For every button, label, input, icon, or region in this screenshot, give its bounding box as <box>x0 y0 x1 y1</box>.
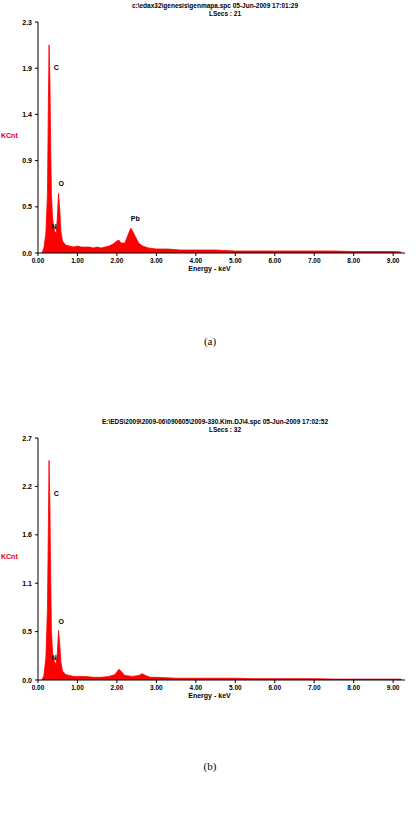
y-tick-label: 0.0 <box>22 677 32 684</box>
y-axis <box>38 438 39 680</box>
x-tick-label: 8.00 <box>347 257 360 264</box>
live-seconds: LSecs : 21 <box>209 10 242 17</box>
plot-area <box>42 45 401 253</box>
x-tick-label: 5.00 <box>229 684 242 691</box>
y-tick-label: 1.9 <box>22 65 32 72</box>
y-tick-label: 2.3 <box>22 19 32 26</box>
x-tick-label: 5.00 <box>229 257 242 264</box>
spectrum-chart: c:\edax32\genesis\genmapa.spc 05-Jun-200… <box>1 2 405 348</box>
x-tick <box>393 253 394 256</box>
y-tick-label: 2.7 <box>22 435 32 442</box>
x-tick <box>156 253 157 256</box>
x-tick <box>235 680 236 683</box>
element-label: C <box>54 64 59 71</box>
x-tick <box>353 680 354 683</box>
x-tick-label: 3.00 <box>150 257 163 264</box>
x-tick <box>393 680 394 683</box>
spectrum-chart: E:\EDS\2009\2009-06\090605\2009-330.Kim.… <box>1 418 405 773</box>
y-tick <box>35 631 38 632</box>
y-tick <box>35 22 38 23</box>
x-tick-label: 2.00 <box>111 257 124 264</box>
y-tick <box>35 583 38 584</box>
x-tick <box>77 253 78 256</box>
y-tick <box>35 206 38 207</box>
x-tick-label: 6.00 <box>268 257 281 264</box>
element-label: N <box>51 654 56 661</box>
x-tick-label: 0.00 <box>32 257 45 264</box>
file-header: c:\edax32\genesis\genmapa.spc 05-Jun-200… <box>132 2 299 10</box>
x-tick <box>353 253 354 256</box>
figure: c:\edax32\genesis\genmapa.spc 05-Jun-200… <box>0 0 420 827</box>
y-tick <box>35 534 38 535</box>
x-axis-label: Energy - keV <box>188 265 231 273</box>
x-tick <box>156 680 157 683</box>
y-tick-label: 1.4 <box>22 111 32 118</box>
y-tick <box>35 438 38 439</box>
y-tick-label: 0.9 <box>22 157 32 164</box>
x-tick <box>274 253 275 256</box>
x-axis-label: Energy - keV <box>188 692 231 700</box>
x-axis <box>38 253 405 254</box>
x-tick <box>116 680 117 683</box>
x-tick-label: 7.00 <box>308 684 321 691</box>
plot-area <box>42 460 401 680</box>
file-header: E:\EDS\2009\2009-06\090605\2009-330.Kim.… <box>102 418 329 426</box>
x-tick <box>314 680 315 683</box>
y-tick-label: 1.6 <box>22 531 32 538</box>
spectrum-area <box>42 460 401 680</box>
x-tick <box>77 680 78 683</box>
spectrum-area <box>42 45 401 253</box>
y-tick <box>35 160 38 161</box>
y-tick <box>35 114 38 115</box>
element-label: O <box>59 180 65 187</box>
x-tick <box>195 253 196 256</box>
y-axis-label: KCnt <box>1 553 18 560</box>
x-tick-label: 6.00 <box>268 684 281 691</box>
x-tick-label: 0.00 <box>32 684 45 691</box>
x-tick <box>274 680 275 683</box>
x-tick-label: 4.00 <box>190 257 203 264</box>
x-tick-label: 1.00 <box>71 257 84 264</box>
y-tick-label: 2.2 <box>22 483 32 490</box>
x-axis <box>38 680 405 681</box>
x-tick <box>195 680 196 683</box>
element-label: O <box>59 618 65 625</box>
y-tick-label: 0.5 <box>22 628 32 635</box>
caption: (a) <box>204 335 217 348</box>
y-tick-label: 0.5 <box>22 203 32 210</box>
x-tick-label: 1.00 <box>71 684 84 691</box>
element-label: C <box>54 490 59 497</box>
element-label: N <box>51 223 56 230</box>
caption: (b) <box>204 760 217 773</box>
live-seconds: LSecs : 32 <box>209 426 242 433</box>
y-tick-label: 0.0 <box>22 250 32 257</box>
x-tick-label: 8.00 <box>347 684 360 691</box>
x-tick-label: 9.00 <box>387 257 400 264</box>
x-tick-label: 2.00 <box>111 684 124 691</box>
x-tick-label: 3.00 <box>150 684 163 691</box>
y-tick <box>35 486 38 487</box>
x-tick <box>314 253 315 256</box>
x-tick-label: 9.00 <box>387 684 400 691</box>
y-tick <box>35 68 38 69</box>
x-tick-label: 4.00 <box>190 684 203 691</box>
x-tick-label: 7.00 <box>308 257 321 264</box>
element-label: Pb <box>131 215 140 222</box>
x-tick <box>116 253 117 256</box>
y-axis <box>38 22 39 253</box>
x-tick <box>38 680 39 683</box>
x-tick <box>38 253 39 256</box>
x-tick <box>235 253 236 256</box>
y-tick-label: 1.1 <box>22 580 32 587</box>
y-axis-label: KCnt <box>1 132 18 139</box>
